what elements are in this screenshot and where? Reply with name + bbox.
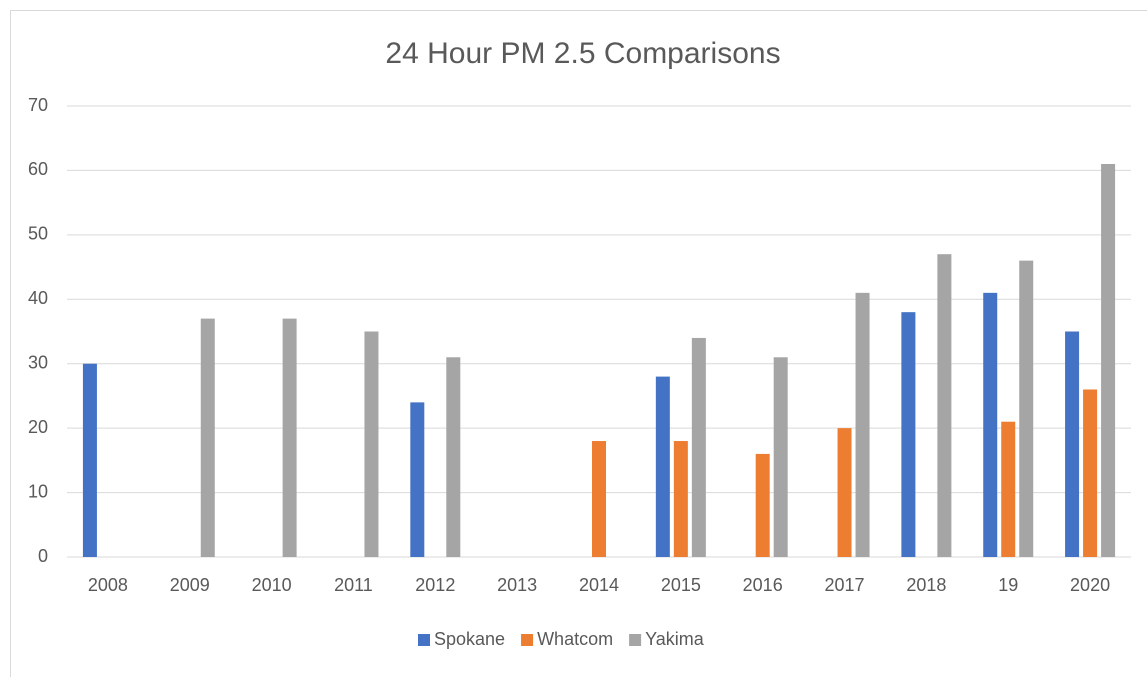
bar	[937, 254, 951, 557]
bar	[592, 441, 606, 557]
bar	[838, 428, 852, 557]
bar	[756, 454, 770, 557]
y-tick-label: 20	[28, 417, 48, 437]
y-tick-label: 30	[28, 352, 48, 372]
x-tick-label: 19	[998, 575, 1018, 595]
bar	[446, 357, 460, 557]
chart-title: 24 Hour PM 2.5 Comparisons	[385, 37, 780, 70]
x-tick-label: 2011	[334, 575, 373, 595]
legend-swatch	[629, 634, 641, 646]
y-tick-label: 60	[28, 159, 48, 179]
y-tick-label: 40	[28, 288, 48, 308]
y-tick-label: 70	[28, 95, 48, 115]
bar	[1083, 389, 1097, 557]
x-tick-label: 2020	[1070, 575, 1110, 595]
x-tick-label: 2012	[415, 575, 455, 595]
bar	[901, 312, 915, 557]
bar	[83, 364, 97, 557]
x-tick-label: 2010	[252, 575, 292, 595]
y-tick-label: 10	[28, 481, 48, 501]
x-tick-label: 2015	[661, 575, 701, 595]
legend-swatch	[521, 634, 533, 646]
bar	[1019, 261, 1033, 557]
bar	[983, 293, 997, 557]
x-tick-label: 2009	[170, 575, 210, 595]
y-tick-label: 0	[38, 546, 48, 566]
legend-label: Yakima	[645, 629, 705, 649]
legend-swatch	[418, 634, 430, 646]
x-tick-label: 2016	[743, 575, 783, 595]
bar	[774, 357, 788, 557]
bar	[364, 332, 378, 558]
bar	[1065, 332, 1079, 558]
bar	[1001, 422, 1015, 557]
bar	[283, 319, 297, 557]
legend-label: Spokane	[434, 629, 505, 649]
bar	[201, 319, 215, 557]
x-tick-label: 2013	[497, 575, 537, 595]
x-tick-label: 2018	[906, 575, 946, 595]
legend-label: Whatcom	[537, 629, 613, 649]
bar	[856, 293, 870, 557]
y-tick-label: 50	[28, 224, 48, 244]
bar	[410, 402, 424, 557]
x-tick-label: 2017	[825, 575, 865, 595]
bar	[656, 377, 670, 557]
bar	[674, 441, 688, 557]
x-tick-label: 2014	[579, 575, 619, 595]
bar	[692, 338, 706, 557]
bar	[1101, 164, 1115, 557]
x-tick-label: 2008	[88, 575, 128, 595]
